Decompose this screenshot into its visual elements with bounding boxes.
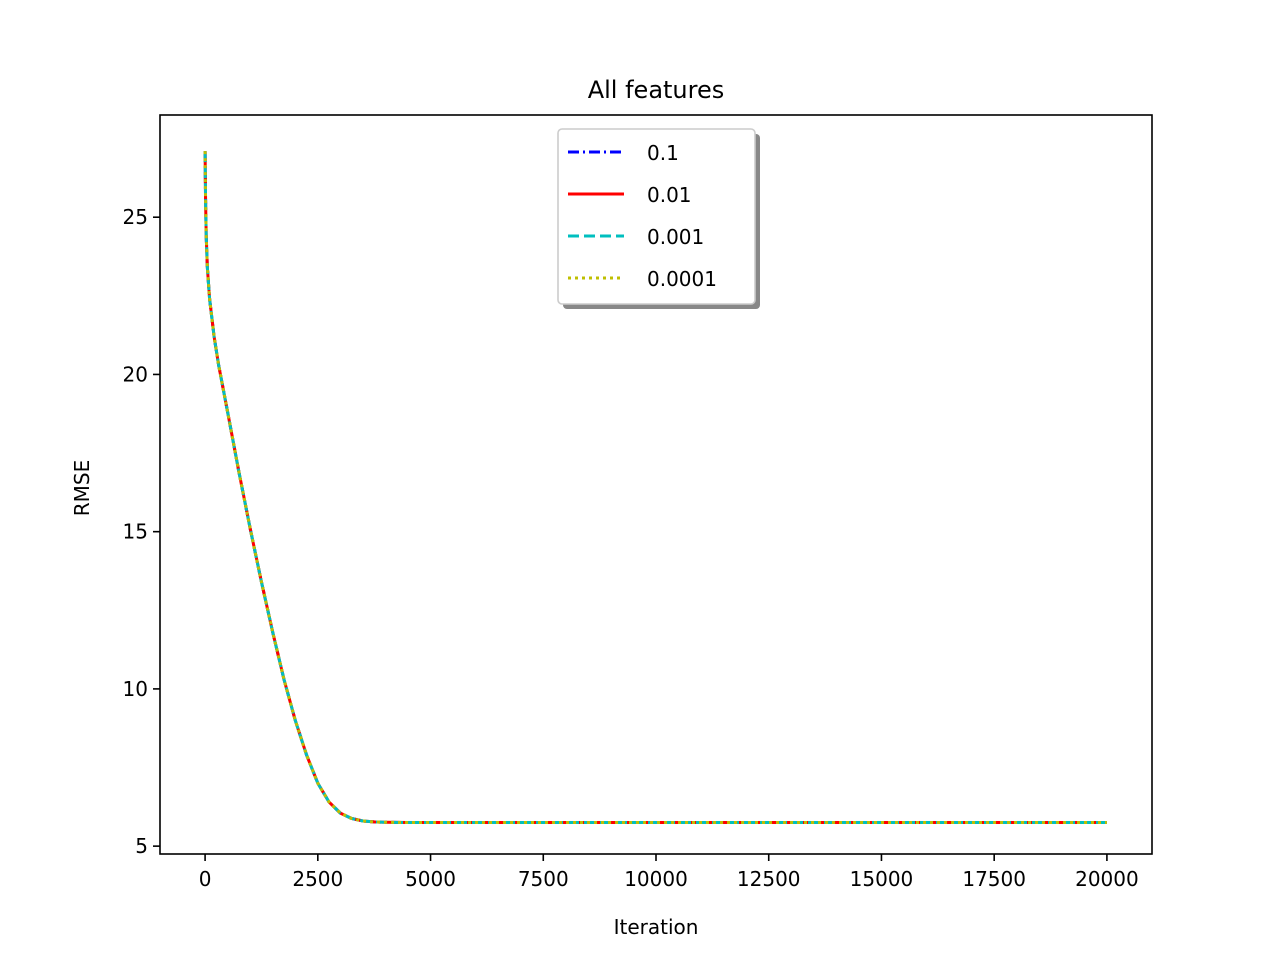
x-tick-label: 20000 (1075, 867, 1139, 891)
x-tick-label: 12500 (737, 867, 801, 891)
y-tick-label: 10 (123, 677, 148, 701)
legend-label-2: 0.01 (647, 183, 692, 207)
x-tick-label: 5000 (405, 867, 456, 891)
x-tick-label: 17500 (962, 867, 1026, 891)
legend-label-1: 0.1 (647, 141, 679, 165)
x-tick-label: 7500 (518, 867, 569, 891)
y-tick-label: 15 (123, 520, 148, 544)
legend: 0.1 0.01 0.001 0.0001 (557, 128, 760, 309)
x-axis-label: Iteration (614, 915, 699, 939)
x-tick-label: 0 (199, 867, 212, 891)
y-tick-label: 5 (135, 834, 148, 858)
legend-label-4: 0.0001 (647, 267, 717, 291)
legend-box (557, 128, 756, 305)
y-axis-label: RMSE (70, 460, 94, 516)
x-tick-label: 10000 (624, 867, 688, 891)
x-tick-label: 2500 (292, 867, 343, 891)
x-tick-label: 15000 (850, 867, 914, 891)
y-tick-label: 20 (123, 362, 148, 386)
plot-area (203, 151, 1107, 825)
axes: 0 2500 5000 7500 10000 12500 15000 17500 20000 5 1… (123, 205, 1139, 891)
y-tick-label: 25 (123, 205, 148, 229)
legend-label-3: 0.001 (647, 225, 704, 249)
chart-title: All features (588, 76, 725, 104)
series-line-4 (203, 151, 1107, 825)
